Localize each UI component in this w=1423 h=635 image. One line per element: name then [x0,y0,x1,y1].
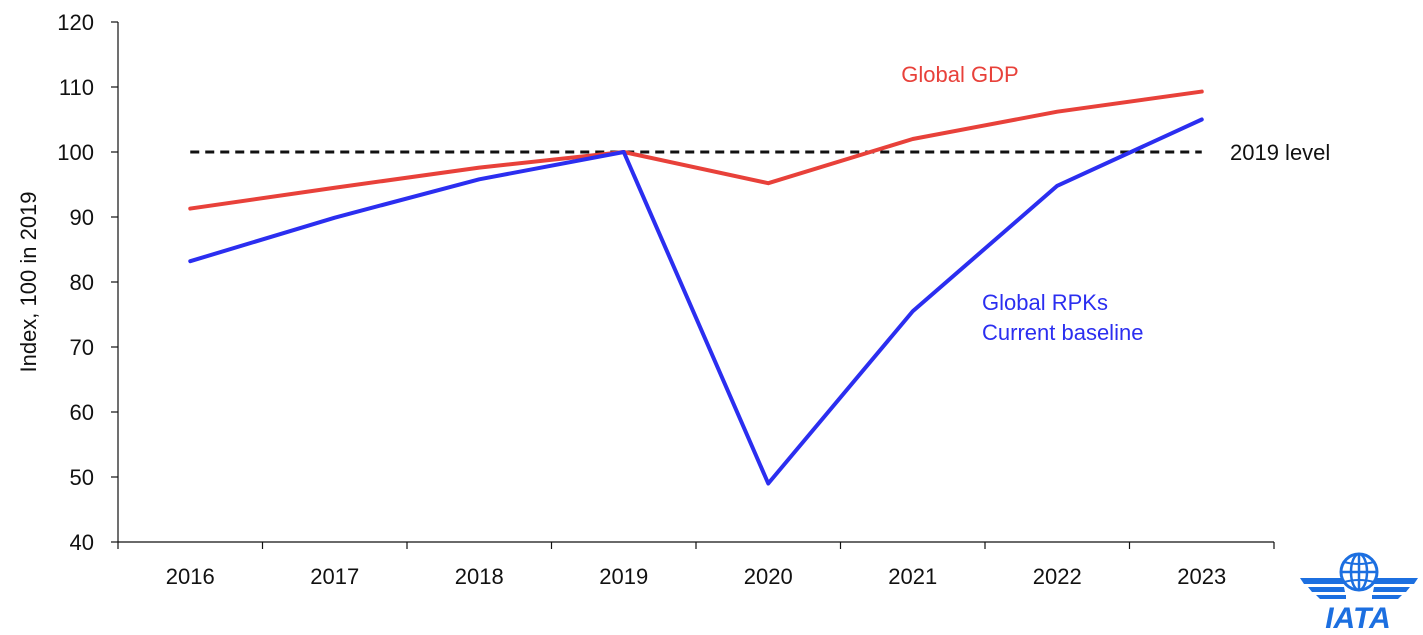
y-tick-label: 90 [70,205,94,230]
reference-line-group: 2019 level [190,140,1330,165]
series-label-0: Global GDP [901,62,1018,87]
x-tick-label: 2020 [744,564,793,589]
y-tick-label: 80 [70,270,94,295]
series-line-0 [188,89,1204,211]
y-tick-label: 50 [70,465,94,490]
logo-text: IATA [1325,602,1391,635]
reference-line-label: 2019 level [1230,140,1330,165]
series-line-1 [188,117,1204,486]
x-tick-label: 2017 [310,564,359,589]
series-label-1: Global RPKs Current baseline [982,290,1143,345]
series-group [188,89,1204,486]
x-tick-label: 2021 [888,564,937,589]
x-tick-label: 2019 [599,564,648,589]
y-tick-label: 40 [70,530,94,555]
globe-wings-icon [1300,552,1418,599]
x-tick-label: 2022 [1033,564,1082,589]
axes: 40 50 60 70 80 90 100 110 120 2016 2017 2018 2019 202… [57,10,1275,589]
x-tick-label: 2016 [166,564,215,589]
y-axis-title: Index, 100 in 2019 [16,191,41,372]
x-tick-label: 2023 [1177,564,1226,589]
y-tick-label: 60 [70,400,94,425]
y-tick-label: 100 [57,140,94,165]
y-tick-label: 110 [59,75,94,100]
y-tick-label: 120 [57,10,94,35]
y-tick-label: 70 [70,335,94,360]
x-tick-label: 2018 [455,564,504,589]
iata-logo: IATA [1300,552,1418,635]
series-labels: Global GDP Global RPKs Current baseline [901,62,1143,345]
